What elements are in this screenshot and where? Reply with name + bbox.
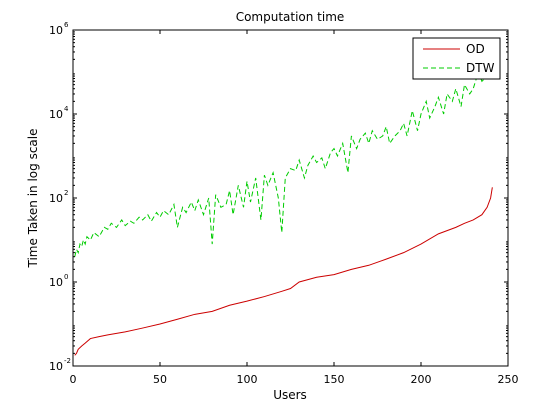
x-axis-label: Users <box>273 388 307 402</box>
y-axis-label: Time Taken in log scale <box>26 129 40 269</box>
y-tick-label-exponent: 0 <box>64 273 68 281</box>
y-tick-label-exponent: -2 <box>64 357 71 365</box>
y-tick-label-base: 10 <box>49 192 63 205</box>
legend-box <box>412 37 501 80</box>
plot-frame <box>72 29 509 367</box>
legend-label-od: OD <box>466 42 485 56</box>
x-tick-label: 100 <box>237 373 258 386</box>
x-tick-label: 150 <box>324 373 345 386</box>
series-line-od <box>74 187 493 356</box>
x-tick-label: 50 <box>153 373 167 386</box>
series-line-dtw <box>74 68 492 257</box>
y-tick-label-base: 10 <box>49 24 63 37</box>
legend: OD DTW <box>412 37 501 80</box>
x-tick-label: 0 <box>70 373 77 386</box>
x-tick-label: 200 <box>411 373 432 386</box>
y-tick-label-exponent: 2 <box>64 189 68 197</box>
y-tick-label-exponent: 6 <box>64 21 69 29</box>
x-tick-label: 250 <box>498 373 519 386</box>
y-tick-label-base: 10 <box>49 360 63 373</box>
plot-area <box>72 29 509 367</box>
chart-title: Computation time <box>236 10 345 24</box>
y-tick-label-base: 10 <box>49 108 63 121</box>
y-tick-label-base: 10 <box>49 276 63 289</box>
y-tick-label-exponent: 4 <box>64 105 69 113</box>
series-group <box>74 68 493 356</box>
x-axis-ticks: 0 50 100 150 200 250 <box>70 30 519 386</box>
legend-label-dtw: DTW <box>466 61 495 75</box>
